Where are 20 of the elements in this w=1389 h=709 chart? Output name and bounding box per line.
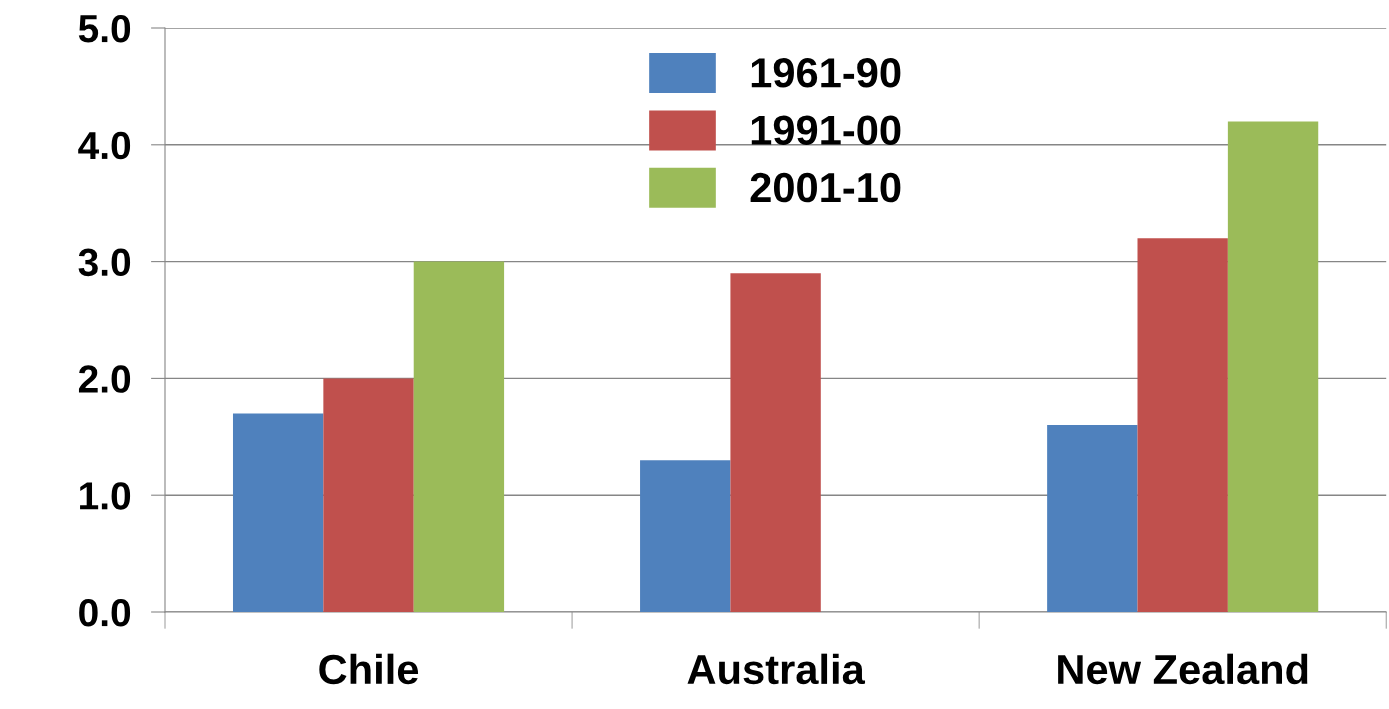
y-tick-label: 0.0	[79, 598, 131, 627]
y-tick-label: 2.0	[78, 365, 131, 393]
bar	[413, 261, 505, 612]
y-tick-label: 5.0	[78, 14, 131, 43]
bar	[232, 413, 324, 612]
legend-label: 1991-00	[751, 115, 901, 145]
legend-label: 2001-10	[750, 172, 901, 203]
bar	[1047, 425, 1138, 612]
x-tick-label: Chile	[319, 653, 419, 685]
y-tick-label: 1.0	[80, 482, 131, 510]
bar	[640, 460, 731, 612]
bar	[1227, 121, 1319, 612]
x-tick-label: Australia	[687, 653, 866, 685]
bar	[323, 378, 414, 612]
legend-label: 1961-90	[751, 58, 901, 88]
y-tick-label: 4.0	[78, 131, 131, 160]
x-tick-label: New Zealand	[1058, 653, 1308, 685]
y-tick-label: 3.0	[78, 248, 131, 277]
bar	[730, 273, 821, 612]
bar	[1137, 238, 1228, 612]
